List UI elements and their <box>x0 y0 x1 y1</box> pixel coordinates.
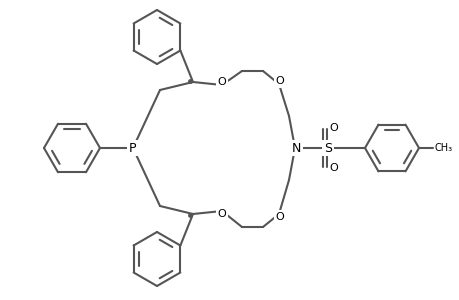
Text: N: N <box>291 142 300 154</box>
Text: O: O <box>217 77 226 87</box>
Text: CH₃: CH₃ <box>434 143 452 153</box>
Text: O: O <box>329 163 338 173</box>
Text: O: O <box>275 76 284 86</box>
Text: O: O <box>329 123 338 133</box>
Text: P: P <box>129 142 136 154</box>
Text: O: O <box>275 212 284 222</box>
Text: O: O <box>217 209 226 219</box>
Text: S: S <box>323 142 331 154</box>
